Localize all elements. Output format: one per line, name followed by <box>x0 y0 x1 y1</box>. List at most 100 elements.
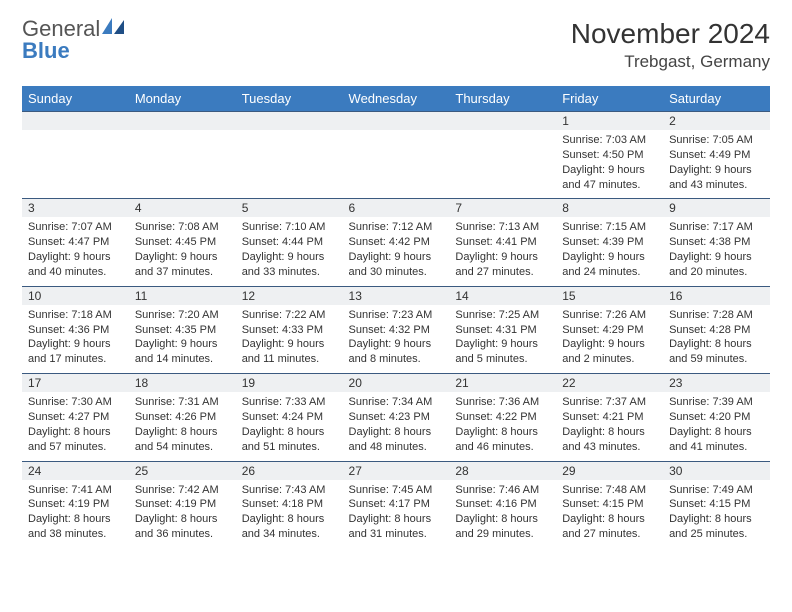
daylight-text: Daylight: 8 hours and 25 minutes. <box>669 512 764 542</box>
sunset-text: Sunset: 4:35 PM <box>135 323 230 338</box>
sunrise-text: Sunrise: 7:20 AM <box>135 308 230 323</box>
day-cell <box>22 130 129 199</box>
sunrise-text: Sunrise: 7:37 AM <box>562 395 657 410</box>
day-number: 23 <box>663 374 770 393</box>
day-number <box>449 112 556 131</box>
weekday-header-row: Sunday Monday Tuesday Wednesday Thursday… <box>22 86 770 112</box>
sunrise-text: Sunrise: 7:18 AM <box>28 308 123 323</box>
day-number: 27 <box>343 461 450 480</box>
day-number: 10 <box>22 286 129 305</box>
daylight-text: Daylight: 8 hours and 38 minutes. <box>28 512 123 542</box>
sunset-text: Sunset: 4:20 PM <box>669 410 764 425</box>
daylight-text: Daylight: 9 hours and 14 minutes. <box>135 337 230 367</box>
weekday-header: Monday <box>129 86 236 112</box>
sunrise-text: Sunrise: 7:23 AM <box>349 308 444 323</box>
sunset-text: Sunset: 4:19 PM <box>28 497 123 512</box>
sunset-text: Sunset: 4:15 PM <box>669 497 764 512</box>
sunset-text: Sunset: 4:49 PM <box>669 148 764 163</box>
sunset-text: Sunset: 4:38 PM <box>669 235 764 250</box>
weekday-header: Tuesday <box>236 86 343 112</box>
day-cell: Sunrise: 7:20 AMSunset: 4:35 PMDaylight:… <box>129 305 236 374</box>
calendar-table: Sunday Monday Tuesday Wednesday Thursday… <box>22 86 770 548</box>
day-number: 19 <box>236 374 343 393</box>
daylight-text: Daylight: 8 hours and 34 minutes. <box>242 512 337 542</box>
day-number: 3 <box>22 199 129 218</box>
day-cell: Sunrise: 7:22 AMSunset: 4:33 PMDaylight:… <box>236 305 343 374</box>
day-number: 7 <box>449 199 556 218</box>
daylight-text: Daylight: 8 hours and 57 minutes. <box>28 425 123 455</box>
sunset-text: Sunset: 4:22 PM <box>455 410 550 425</box>
sunset-text: Sunset: 4:21 PM <box>562 410 657 425</box>
sunset-text: Sunset: 4:41 PM <box>455 235 550 250</box>
daylight-text: Daylight: 8 hours and 29 minutes. <box>455 512 550 542</box>
content-row: Sunrise: 7:03 AMSunset: 4:50 PMDaylight:… <box>22 130 770 199</box>
day-number <box>22 112 129 131</box>
daylight-text: Daylight: 8 hours and 36 minutes. <box>135 512 230 542</box>
daylight-text: Daylight: 9 hours and 2 minutes. <box>562 337 657 367</box>
sunset-text: Sunset: 4:17 PM <box>349 497 444 512</box>
sunset-text: Sunset: 4:27 PM <box>28 410 123 425</box>
daynum-row: 17181920212223 <box>22 374 770 393</box>
day-cell: Sunrise: 7:07 AMSunset: 4:47 PMDaylight:… <box>22 217 129 286</box>
day-cell: Sunrise: 7:12 AMSunset: 4:42 PMDaylight:… <box>343 217 450 286</box>
day-cell: Sunrise: 7:18 AMSunset: 4:36 PMDaylight:… <box>22 305 129 374</box>
sunrise-text: Sunrise: 7:03 AM <box>562 133 657 148</box>
day-cell: Sunrise: 7:23 AMSunset: 4:32 PMDaylight:… <box>343 305 450 374</box>
day-cell: Sunrise: 7:49 AMSunset: 4:15 PMDaylight:… <box>663 480 770 548</box>
day-number <box>236 112 343 131</box>
sunrise-text: Sunrise: 7:43 AM <box>242 483 337 498</box>
daylight-text: Daylight: 8 hours and 51 minutes. <box>242 425 337 455</box>
day-cell <box>236 130 343 199</box>
sunset-text: Sunset: 4:33 PM <box>242 323 337 338</box>
sunrise-text: Sunrise: 7:34 AM <box>349 395 444 410</box>
day-number: 20 <box>343 374 450 393</box>
sunrise-text: Sunrise: 7:31 AM <box>135 395 230 410</box>
sunrise-text: Sunrise: 7:33 AM <box>242 395 337 410</box>
daylight-text: Daylight: 9 hours and 40 minutes. <box>28 250 123 280</box>
brand-logo: General Blue <box>22 18 124 62</box>
sunset-text: Sunset: 4:29 PM <box>562 323 657 338</box>
day-cell: Sunrise: 7:45 AMSunset: 4:17 PMDaylight:… <box>343 480 450 548</box>
day-number: 14 <box>449 286 556 305</box>
daylight-text: Daylight: 9 hours and 37 minutes. <box>135 250 230 280</box>
sunrise-text: Sunrise: 7:41 AM <box>28 483 123 498</box>
daylight-text: Daylight: 8 hours and 54 minutes. <box>135 425 230 455</box>
daynum-row: 12 <box>22 112 770 131</box>
sunset-text: Sunset: 4:50 PM <box>562 148 657 163</box>
sunrise-text: Sunrise: 7:22 AM <box>242 308 337 323</box>
day-number: 12 <box>236 286 343 305</box>
sunrise-text: Sunrise: 7:46 AM <box>455 483 550 498</box>
day-number <box>343 112 450 131</box>
daylight-text: Daylight: 8 hours and 27 minutes. <box>562 512 657 542</box>
daylight-text: Daylight: 8 hours and 31 minutes. <box>349 512 444 542</box>
sunrise-text: Sunrise: 7:30 AM <box>28 395 123 410</box>
daynum-row: 10111213141516 <box>22 286 770 305</box>
day-number: 22 <box>556 374 663 393</box>
day-cell: Sunrise: 7:05 AMSunset: 4:49 PMDaylight:… <box>663 130 770 199</box>
day-cell: Sunrise: 7:42 AMSunset: 4:19 PMDaylight:… <box>129 480 236 548</box>
day-cell: Sunrise: 7:10 AMSunset: 4:44 PMDaylight:… <box>236 217 343 286</box>
day-number: 24 <box>22 461 129 480</box>
sunrise-text: Sunrise: 7:42 AM <box>135 483 230 498</box>
day-cell <box>129 130 236 199</box>
sunset-text: Sunset: 4:23 PM <box>349 410 444 425</box>
sunrise-text: Sunrise: 7:12 AM <box>349 220 444 235</box>
sunset-text: Sunset: 4:36 PM <box>28 323 123 338</box>
day-cell: Sunrise: 7:41 AMSunset: 4:19 PMDaylight:… <box>22 480 129 548</box>
sunrise-text: Sunrise: 7:17 AM <box>669 220 764 235</box>
location: Trebgast, Germany <box>571 52 770 72</box>
sunset-text: Sunset: 4:26 PM <box>135 410 230 425</box>
sunset-text: Sunset: 4:44 PM <box>242 235 337 250</box>
sunset-text: Sunset: 4:47 PM <box>28 235 123 250</box>
daylight-text: Daylight: 9 hours and 27 minutes. <box>455 250 550 280</box>
weekday-header: Sunday <box>22 86 129 112</box>
daylight-text: Daylight: 9 hours and 30 minutes. <box>349 250 444 280</box>
sunrise-text: Sunrise: 7:05 AM <box>669 133 764 148</box>
sunrise-text: Sunrise: 7:45 AM <box>349 483 444 498</box>
day-number: 17 <box>22 374 129 393</box>
sunset-text: Sunset: 4:24 PM <box>242 410 337 425</box>
sunset-text: Sunset: 4:39 PM <box>562 235 657 250</box>
sunrise-text: Sunrise: 7:26 AM <box>562 308 657 323</box>
day-number: 6 <box>343 199 450 218</box>
content-row: Sunrise: 7:07 AMSunset: 4:47 PMDaylight:… <box>22 217 770 286</box>
